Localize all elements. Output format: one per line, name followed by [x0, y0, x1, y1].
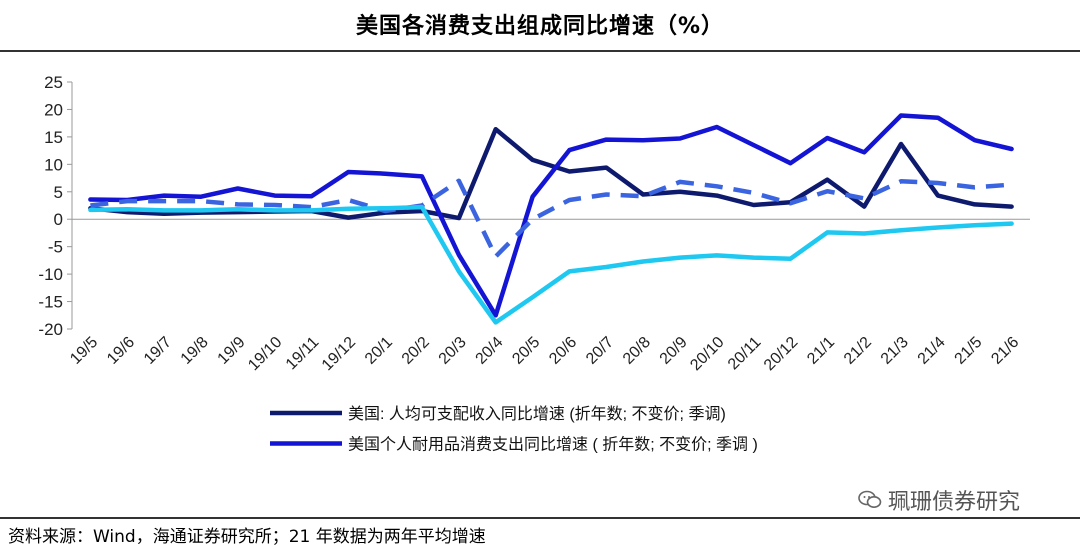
chart-legend: 美国: 人均可支配收入同比增速 (折年数; 不变价; 季调) 美国个人耐用品消费支… — [270, 405, 758, 454]
x-tick-label: 19/10 — [245, 334, 285, 374]
x-tick-label: 19/6 — [104, 334, 138, 368]
x-tick-label: 20/10 — [687, 334, 727, 374]
y-tick-label: 5 — [54, 183, 63, 202]
y-tick-label: -15 — [38, 293, 63, 312]
x-tick-label: 21/6 — [988, 334, 1022, 368]
x-tick-label: 20/12 — [761, 334, 801, 374]
watermark-text: 珮珊债券研究 — [888, 490, 1021, 515]
x-tick-label: 19/5 — [67, 334, 101, 368]
legend-label: 美国: 人均可支配收入同比增速 (折年数; 不变价; 季调) — [348, 405, 726, 423]
wechat-icon — [858, 490, 882, 508]
x-tick-label: 20/2 — [399, 334, 433, 368]
x-tick-label: 21/2 — [841, 334, 875, 368]
series-line — [88, 204, 1014, 325]
x-tick-label: 20/6 — [546, 334, 580, 368]
y-tick-label: -10 — [38, 265, 63, 284]
x-tick-label: 21/5 — [952, 334, 986, 368]
x-tick-label: 21/1 — [804, 334, 838, 368]
x-tick-label: 20/3 — [436, 334, 470, 368]
y-tick-label: 15 — [44, 128, 63, 147]
x-tick-label: 19/11 — [283, 334, 323, 374]
y-tick-label: 0 — [54, 210, 63, 229]
x-tick-label: 20/11 — [725, 334, 765, 374]
source-divider — [0, 517, 1080, 519]
y-tick-label: -5 — [48, 238, 63, 257]
x-tick-label: 21/4 — [915, 334, 949, 368]
x-tick-label: 20/4 — [473, 334, 507, 368]
y-tick-label: 10 — [44, 155, 63, 174]
x-tick-label: 19/8 — [178, 334, 212, 368]
x-tick-label: 20/8 — [620, 334, 654, 368]
page-title: 美国各消费支出组成同比增速（%） — [355, 14, 725, 39]
series-line — [90, 178, 1012, 259]
x-tick-label: 20/9 — [657, 334, 691, 368]
y-tick-label: -20 — [38, 320, 63, 339]
title-divider — [0, 50, 1080, 52]
chart-series — [88, 113, 1014, 325]
source-note: 资料来源：Wind，海通证券研究所；21 年数据为两年平均增速 — [8, 527, 486, 547]
x-tick-label: 19/9 — [215, 334, 249, 368]
x-tick-label: 20/5 — [509, 334, 543, 368]
x-tick-label: 19/12 — [319, 334, 359, 374]
x-tick-label: 20/1 — [362, 334, 396, 368]
x-tick-label: 21/3 — [878, 334, 912, 368]
series-line — [88, 126, 1014, 221]
x-tick-label: 20/7 — [583, 334, 617, 368]
y-tick-label: 20 — [44, 100, 63, 119]
series-line — [88, 113, 1014, 318]
watermark: 珮珊债券研究 — [858, 484, 1020, 516]
x-tick-label: 19/7 — [141, 334, 175, 368]
y-tick-label: 25 — [44, 73, 63, 92]
legend-label: 美国个人耐用品消费支出同比增速 ( 折年数; 不变价; 季调 ) — [348, 436, 758, 454]
